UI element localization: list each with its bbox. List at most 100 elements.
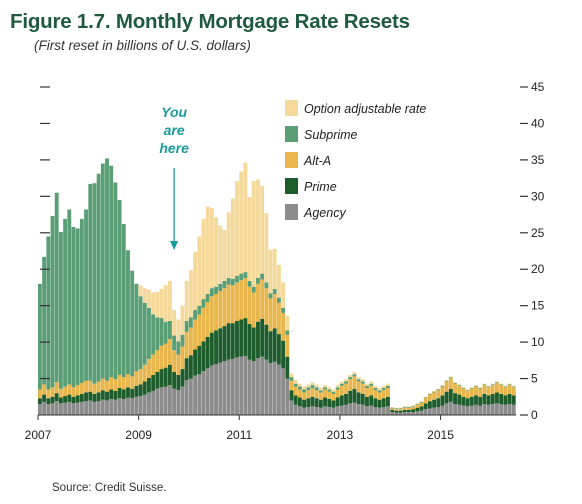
- bar-segment-subprime: [406, 406, 411, 408]
- bar-segment-option-adjustable-rate: [293, 380, 298, 384]
- bar-segment-agency: [373, 406, 378, 415]
- bar-segment-subprime: [427, 393, 432, 395]
- bar-segment-alt-a: [277, 302, 281, 335]
- bar-segment-subprime: [306, 387, 311, 391]
- bar-segment-prime: [88, 391, 93, 401]
- bar-segment-agency: [58, 403, 63, 415]
- bar-segment-prime: [365, 396, 369, 407]
- bar-segment-option-adjustable-rate: [377, 388, 382, 391]
- bar-segment-agency: [356, 404, 361, 415]
- bar-segment-prime: [339, 395, 344, 406]
- bar-segment-option-adjustable-rate: [302, 386, 307, 390]
- legend-label: Agency: [303, 206, 346, 220]
- bar-segment-alt-a: [306, 390, 311, 399]
- bar-segment-prime: [58, 397, 63, 404]
- bar-segment-subprime: [201, 299, 206, 308]
- bar-segment-option-adjustable-rate: [507, 383, 512, 385]
- bar-segment-subprime: [293, 383, 298, 387]
- bar-segment-agency: [503, 404, 508, 415]
- bar-segment-subprime: [314, 387, 319, 391]
- bar-segment-prime: [159, 369, 164, 388]
- bar-segment-option-adjustable-rate: [406, 406, 411, 407]
- bar-segment-agency: [96, 401, 101, 415]
- bar-segment-prime: [71, 396, 76, 404]
- bar-segment-alt-a: [222, 288, 227, 327]
- bar-segment-subprime: [167, 320, 172, 340]
- bar-segment-agency: [42, 401, 47, 415]
- bar-segment-option-adjustable-rate: [394, 407, 399, 409]
- bar-segment-subprime: [67, 209, 72, 385]
- bar-segment-alt-a: [390, 408, 395, 410]
- bar-segment-agency: [285, 378, 290, 415]
- bar-segment-subprime: [105, 158, 109, 381]
- bar-segment-agency: [486, 404, 491, 415]
- bar-segment-prime: [188, 355, 193, 379]
- bar-segment-subprime: [360, 381, 365, 384]
- bar-segment-agency: [323, 406, 327, 415]
- y-tick-label: 25: [531, 226, 545, 240]
- bar-segment-alt-a: [155, 350, 160, 372]
- bar-segment-prime: [344, 393, 348, 405]
- bar-segment-agency: [218, 362, 223, 415]
- legend-swatch: [285, 152, 298, 168]
- bar-segment-prime: [469, 396, 474, 406]
- bar-segment-alt-a: [457, 385, 462, 395]
- bar-segment-prime: [453, 393, 457, 405]
- bar-segment-prime: [226, 323, 231, 360]
- bar-segment-subprime: [109, 165, 114, 378]
- bar-segment-option-adjustable-rate: [390, 406, 395, 408]
- bar-segment-subprime: [398, 408, 403, 410]
- bar-segment-alt-a: [63, 386, 68, 397]
- bar-segment-prime: [167, 364, 172, 386]
- legend-label: Option adjustable rate: [304, 102, 426, 116]
- bar-segment-agency: [130, 398, 135, 415]
- bar-segment-agency: [474, 404, 478, 415]
- bar-segment-option-adjustable-rate: [444, 380, 449, 381]
- bar-segment-subprime: [260, 273, 265, 280]
- bar-segment-alt-a: [46, 389, 51, 399]
- bar-segment-option-adjustable-rate: [205, 206, 210, 295]
- bar-segment-prime: [415, 407, 420, 412]
- bar-segment-prime: [323, 397, 327, 407]
- bar-segment-alt-a: [285, 334, 290, 357]
- bar-segment-agency: [209, 365, 214, 415]
- bar-segment-subprime: [499, 384, 504, 386]
- bar-segment-option-adjustable-rate: [218, 225, 223, 284]
- bar-segment-agency: [457, 404, 462, 415]
- bar-segment-agency: [507, 404, 512, 415]
- bar-segment-prime: [268, 331, 273, 364]
- bar-segment-alt-a: [335, 389, 340, 398]
- bar-segment-agency: [201, 371, 206, 415]
- bar-segment-prime: [352, 388, 357, 403]
- bar-segment-subprime: [348, 377, 353, 380]
- bar-segment-prime: [507, 393, 512, 405]
- bar-segment-prime: [184, 358, 189, 381]
- bar-segment-option-adjustable-rate: [432, 390, 436, 392]
- bar-segment-subprime: [465, 390, 470, 391]
- bar-segment-agency: [205, 368, 210, 415]
- bar-segment-prime: [247, 323, 252, 360]
- bar-segment-prime: [440, 395, 445, 406]
- bar-segment-subprime: [277, 297, 281, 303]
- bar-segment-prime: [222, 326, 227, 362]
- bar-segment-agency: [440, 405, 445, 415]
- bar-segment-prime: [406, 409, 411, 413]
- bar-segment-alt-a: [88, 380, 93, 392]
- bar-segment-agency: [251, 361, 256, 415]
- bar-segment-alt-a: [490, 385, 495, 394]
- bar-segment-alt-a: [297, 389, 302, 398]
- bar-segment-option-adjustable-rate: [147, 289, 151, 308]
- bar-segment-agency: [88, 400, 93, 415]
- bar-segment-alt-a: [113, 379, 118, 391]
- bar-segment-prime: [100, 390, 105, 400]
- bar-segment-option-adjustable-rate: [503, 385, 508, 387]
- bar-segment-agency: [314, 406, 319, 415]
- bar-segment-prime: [360, 393, 365, 405]
- bar-segment-alt-a: [339, 385, 344, 396]
- bar-segment-prime: [432, 399, 436, 408]
- bar-segment-option-adjustable-rate: [369, 381, 374, 384]
- bar-segment-agency: [79, 401, 84, 415]
- bar-segment-prime: [239, 319, 244, 357]
- bar-segment-prime: [264, 324, 269, 360]
